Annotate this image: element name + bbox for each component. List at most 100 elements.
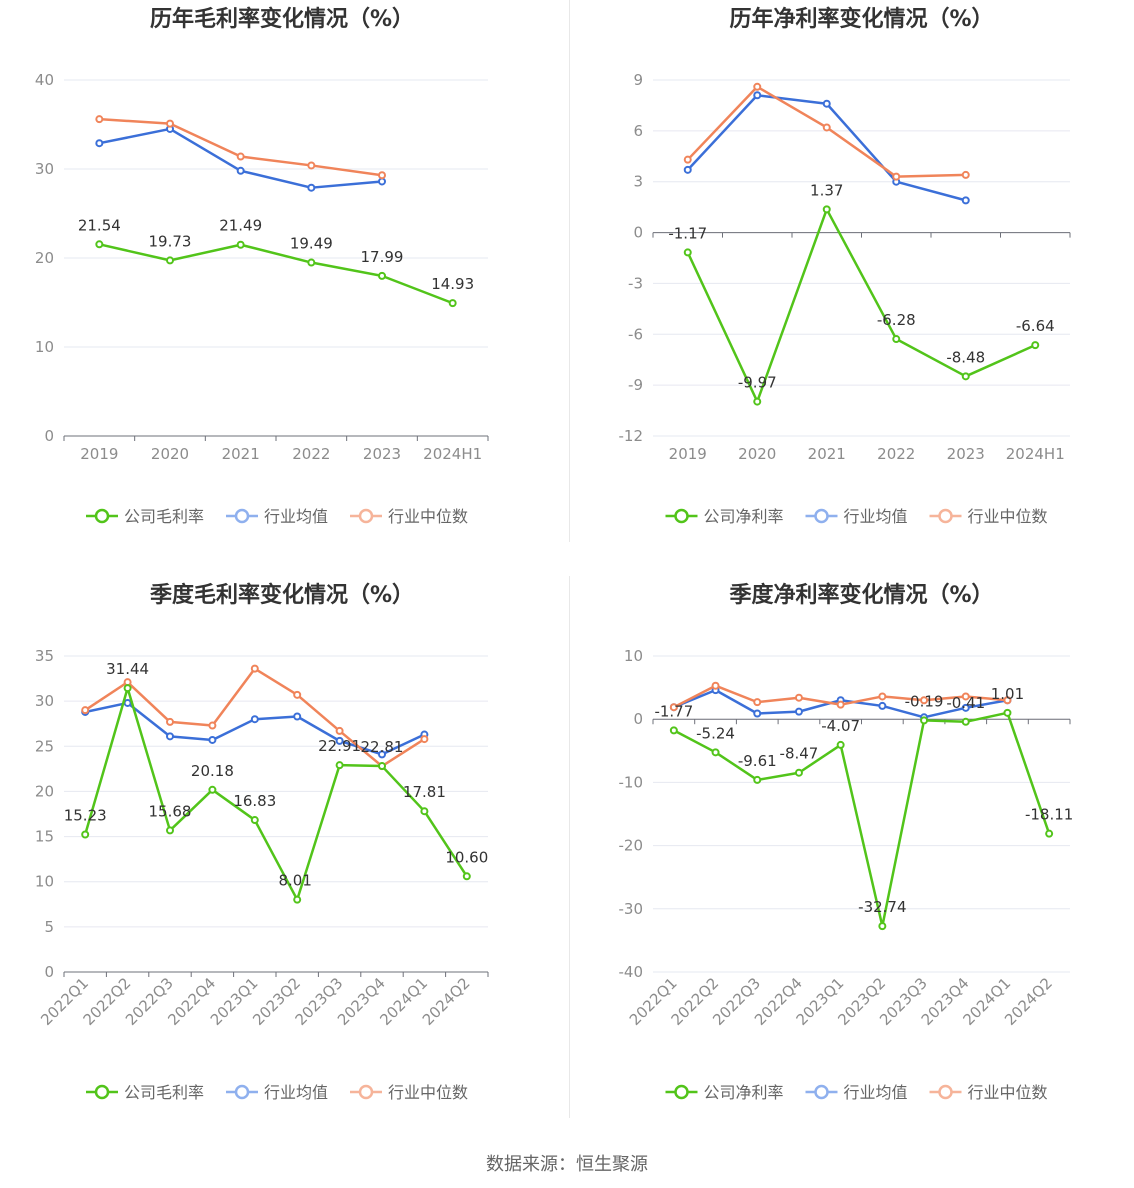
data-point: [236, 152, 245, 161]
data-point: [448, 299, 457, 308]
legend-label: 行业中位数: [388, 1083, 468, 1102]
x-tick-label: 2020: [738, 445, 776, 463]
legend-label: 公司毛利率: [124, 1083, 204, 1102]
data-point: [961, 196, 970, 205]
data-point: [1003, 696, 1012, 705]
y-tick-label: -30: [619, 900, 644, 918]
data-point: [753, 82, 762, 91]
y-tick-label: -12: [619, 427, 644, 445]
data-label: 22.81: [361, 738, 404, 756]
y-tick-label: 30: [35, 692, 54, 710]
data-point: [683, 248, 692, 257]
data-point: [822, 99, 831, 108]
data-point: [208, 721, 217, 730]
y-tick-label: 10: [35, 338, 54, 356]
chart-annual-gross-margin: 历年毛利率变化情况（%） 0 10 20 30 40 2019 2020 2021 2022 202…: [0, 0, 567, 576]
x-tick-label: 2024Q2: [419, 974, 474, 1029]
data-point: [753, 709, 762, 718]
y-tick-label: 25: [35, 737, 54, 755]
data-point: [920, 696, 929, 705]
legend-marker: [94, 508, 110, 524]
data-point: [335, 736, 344, 745]
data-point: [81, 830, 90, 839]
legend-marker: [358, 1084, 374, 1100]
legend-item: 公司净利率: [665, 507, 784, 526]
y-tick-label: 10: [624, 647, 643, 665]
legend-marker: [94, 1084, 110, 1100]
y-tick-label: -10: [619, 773, 644, 791]
legend-item: 行业中位数: [350, 507, 468, 526]
y-tick-label: -3: [628, 274, 643, 292]
data-label: -0.41: [946, 694, 985, 712]
data-point: [81, 706, 90, 715]
data-point: [683, 155, 692, 164]
panel-divider-top: [569, 0, 570, 542]
data-point: [836, 740, 845, 749]
data-point: [1031, 341, 1040, 350]
data-point: [836, 700, 845, 709]
data-label: 1.01: [991, 685, 1024, 703]
y-tick-label: 35: [35, 647, 54, 665]
y-tick-label: 3: [633, 173, 643, 191]
legend-item: 行业均值: [805, 507, 908, 526]
y-tick-label: 20: [35, 782, 54, 800]
y-tick-label: 6: [633, 122, 643, 140]
legend-item: 行业均值: [226, 507, 328, 526]
legend-marker: [938, 508, 953, 524]
legend-label: 行业均值: [844, 1083, 908, 1102]
data-label: -18.11: [1025, 806, 1073, 824]
legend-marker: [938, 1084, 953, 1100]
data-point: [335, 761, 344, 770]
data-point: [378, 271, 386, 280]
data-point: [123, 698, 132, 707]
data-label: -0.19: [905, 692, 944, 710]
data-point: [961, 170, 970, 179]
panel-divider-bottom: [569, 576, 570, 1118]
legend-item: 行业中位数: [929, 1083, 1048, 1102]
data-point: [683, 165, 692, 174]
data-point: [236, 240, 245, 249]
data-label: 15.23: [64, 806, 107, 824]
legend-marker: [814, 1084, 829, 1100]
y-tick-label: 0: [44, 963, 54, 981]
data-label: 19.49: [290, 235, 333, 253]
x-tick-label: 2024H1: [423, 445, 482, 463]
chart-title: 季度净利率变化情况（%）: [729, 582, 993, 608]
chart-title: 季度毛利率变化情况（%）: [150, 582, 414, 608]
data-label: 31.44: [106, 660, 149, 678]
data-point: [378, 177, 386, 186]
data-label: -1.77: [654, 702, 693, 720]
y-tick-label: 0: [44, 427, 54, 445]
legend-label: 公司净利率: [704, 507, 784, 526]
x-tick-label: 2024H1: [1006, 445, 1065, 463]
chart-svg: 季度毛利率变化情况（%）051015202530352022Q12022Q220…: [35, 582, 489, 1102]
legend-marker: [814, 508, 829, 524]
data-point: [711, 748, 720, 757]
data-point: [794, 707, 803, 716]
data-label: 8.01: [278, 872, 311, 890]
legend-marker: [234, 1084, 250, 1100]
data-point: [166, 717, 174, 726]
legend-label: 行业均值: [844, 507, 908, 526]
y-tick-label: 0: [633, 224, 643, 242]
data-label: -9.97: [738, 374, 777, 392]
data-point: [878, 692, 887, 701]
data-label: 16.83: [233, 792, 276, 810]
data-point: [753, 397, 762, 406]
data-point: [293, 690, 302, 699]
data-point: [462, 872, 471, 881]
data-label: -6.28: [877, 311, 916, 329]
data-point: [166, 732, 174, 741]
data-point: [753, 775, 762, 784]
legend-marker: [358, 508, 374, 524]
data-point: [892, 172, 901, 181]
chart-svg: 历年净利率变化情况（%） -12 -9 -6 -3 0 3 6 9 2019 2020 2021 202…: [619, 6, 1071, 526]
data-label: 10.60: [445, 848, 488, 866]
data-label: -32.74: [858, 898, 906, 916]
x-tick-label: 2022: [877, 445, 915, 463]
data-point: [753, 91, 762, 100]
data-point: [920, 716, 929, 725]
data-point: [378, 750, 386, 759]
y-tick-label: 40: [35, 71, 54, 89]
data-point: [95, 240, 104, 249]
